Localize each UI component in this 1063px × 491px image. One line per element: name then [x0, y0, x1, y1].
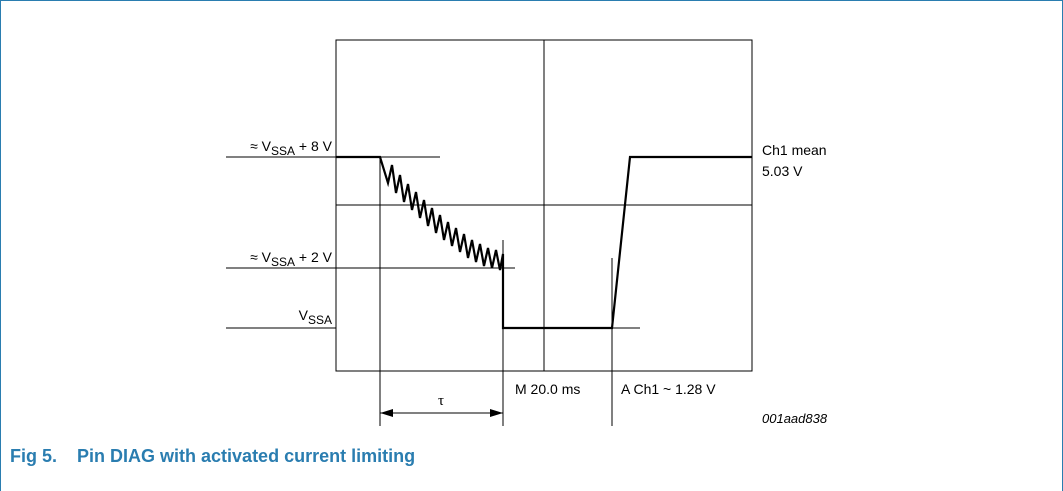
tau-arrowhead-left	[380, 409, 393, 417]
ch1-mean-value: 5.03 V	[762, 163, 803, 179]
trigger-label: A Ch1 ~ 1.28 V	[621, 381, 716, 397]
diag-waveform	[336, 155, 752, 330]
tau-arrowhead-right	[490, 409, 503, 417]
tau-label: τ	[438, 393, 444, 409]
label-vssa: VSSA	[299, 307, 332, 327]
reference-code: 001aad838	[762, 411, 828, 426]
ch1-mean-title: Ch1 mean	[762, 142, 827, 158]
label-vssa-plus-2: ≈ VSSA + 2 V	[250, 249, 333, 269]
figure-title: Pin DIAG with activated current limiting	[77, 446, 416, 466]
timebase-label: M 20.0 ms	[515, 381, 580, 397]
label-vssa-plus-8: ≈ VSSA + 8 V	[250, 138, 333, 158]
figure-number: Fig 5.	[10, 446, 58, 466]
figure-caption: Fig 5. Pin DIAG with activated current l…	[10, 446, 415, 467]
